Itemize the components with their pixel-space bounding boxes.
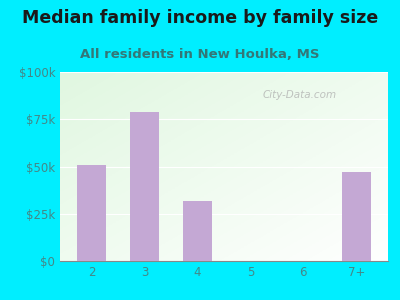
Bar [77,165,106,261]
Text: Median family income by family size: Median family income by family size [22,9,378,27]
Text: City-Data.com: City-Data.com [262,90,336,100]
Bar [183,200,212,261]
Bar [342,172,371,261]
Text: All residents in New Houlka, MS: All residents in New Houlka, MS [80,48,320,61]
Bar [130,112,159,261]
